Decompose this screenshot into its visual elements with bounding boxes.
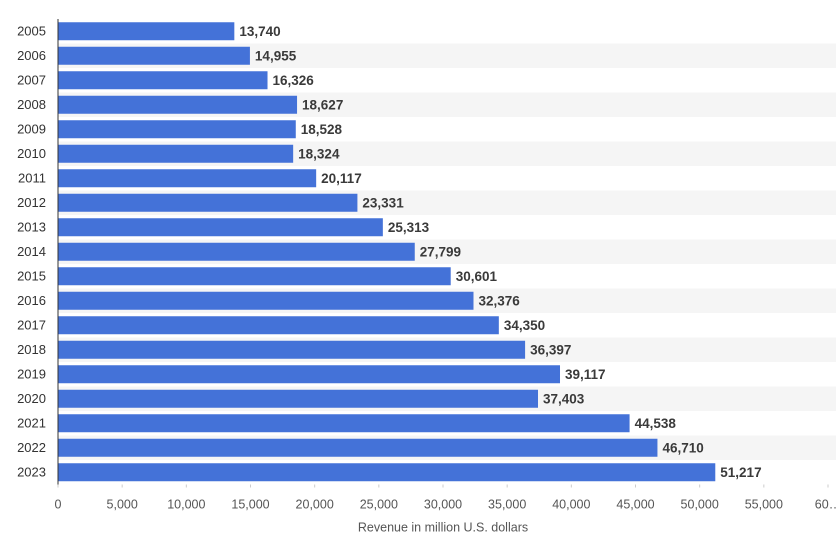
bar xyxy=(58,193,358,212)
x-tick-label: 25,000 xyxy=(360,497,398,511)
value-label: 27,799 xyxy=(420,244,461,259)
bar xyxy=(58,389,539,408)
x-tick-label: 15,000 xyxy=(231,497,269,511)
y-tick-label: 2020 xyxy=(17,391,46,406)
value-label: 51,217 xyxy=(720,465,761,480)
value-label: 46,710 xyxy=(662,440,703,455)
value-label: 36,397 xyxy=(530,342,571,357)
value-label: 30,601 xyxy=(456,269,498,284)
y-tick-label: 2008 xyxy=(17,97,46,112)
x-tick-label: 55,000 xyxy=(745,497,783,511)
bar xyxy=(58,71,268,90)
y-tick-label: 2013 xyxy=(17,220,46,235)
y-tick-label: 2018 xyxy=(17,342,46,357)
y-tick-label: 2017 xyxy=(17,318,46,333)
bar xyxy=(58,218,383,237)
value-label: 23,331 xyxy=(362,195,404,210)
x-tick-label: 0 xyxy=(55,497,62,511)
x-tick-label: 20,000 xyxy=(296,497,334,511)
x-tick-label: 60… xyxy=(815,497,836,511)
y-tick-label: 2011 xyxy=(18,171,46,186)
bar xyxy=(58,120,296,139)
bar xyxy=(58,22,235,41)
bar xyxy=(58,46,250,65)
bar xyxy=(58,95,298,114)
value-label: 18,627 xyxy=(302,97,343,112)
x-tick-label: 40,000 xyxy=(552,497,590,511)
bar xyxy=(58,414,630,433)
x-tick-label: 45,000 xyxy=(616,497,654,511)
y-tick-label: 2014 xyxy=(17,244,46,259)
bar xyxy=(58,267,451,286)
y-tick-label: 2005 xyxy=(17,24,46,39)
value-label: 14,955 xyxy=(255,48,297,63)
y-tick-label: 2019 xyxy=(17,367,46,382)
y-tick-label: 2006 xyxy=(17,48,46,63)
x-tick-label: 10,000 xyxy=(167,497,205,511)
value-label: 13,740 xyxy=(239,24,280,39)
x-tick-label: 50,000 xyxy=(681,497,719,511)
bar xyxy=(58,340,526,359)
value-label: 44,538 xyxy=(635,416,677,431)
y-tick-label: 2009 xyxy=(17,122,46,137)
y-tick-label: 2010 xyxy=(17,146,46,161)
bar xyxy=(58,316,499,335)
x-tick-label: 30,000 xyxy=(424,497,462,511)
value-label: 34,350 xyxy=(504,318,545,333)
value-label: 18,528 xyxy=(301,122,343,137)
x-tick-label: 35,000 xyxy=(488,497,526,511)
value-label: 37,403 xyxy=(543,391,585,406)
value-label: 25,313 xyxy=(388,220,430,235)
value-label: 18,324 xyxy=(298,146,340,161)
bar xyxy=(58,463,716,482)
y-tick-label: 2023 xyxy=(17,465,46,480)
bar xyxy=(58,291,474,310)
x-tick-label: 5,000 xyxy=(107,497,138,511)
value-label: 16,326 xyxy=(273,73,315,88)
x-axis-title: Revenue in million U.S. dollars xyxy=(358,520,528,534)
bar xyxy=(58,365,561,384)
y-tick-label: 2007 xyxy=(17,73,46,88)
value-label: 20,117 xyxy=(321,171,362,186)
y-tick-label: 2012 xyxy=(17,195,46,210)
value-label: 39,117 xyxy=(565,367,606,382)
y-tick-label: 2016 xyxy=(17,293,46,308)
bar xyxy=(58,438,658,457)
bar xyxy=(58,169,317,188)
y-tick-label: 2021 xyxy=(17,416,46,431)
bar xyxy=(58,242,415,261)
bar xyxy=(58,144,294,163)
value-label: 32,376 xyxy=(478,293,520,308)
y-tick-label: 2022 xyxy=(17,440,46,455)
y-tick-label: 2015 xyxy=(17,269,46,284)
